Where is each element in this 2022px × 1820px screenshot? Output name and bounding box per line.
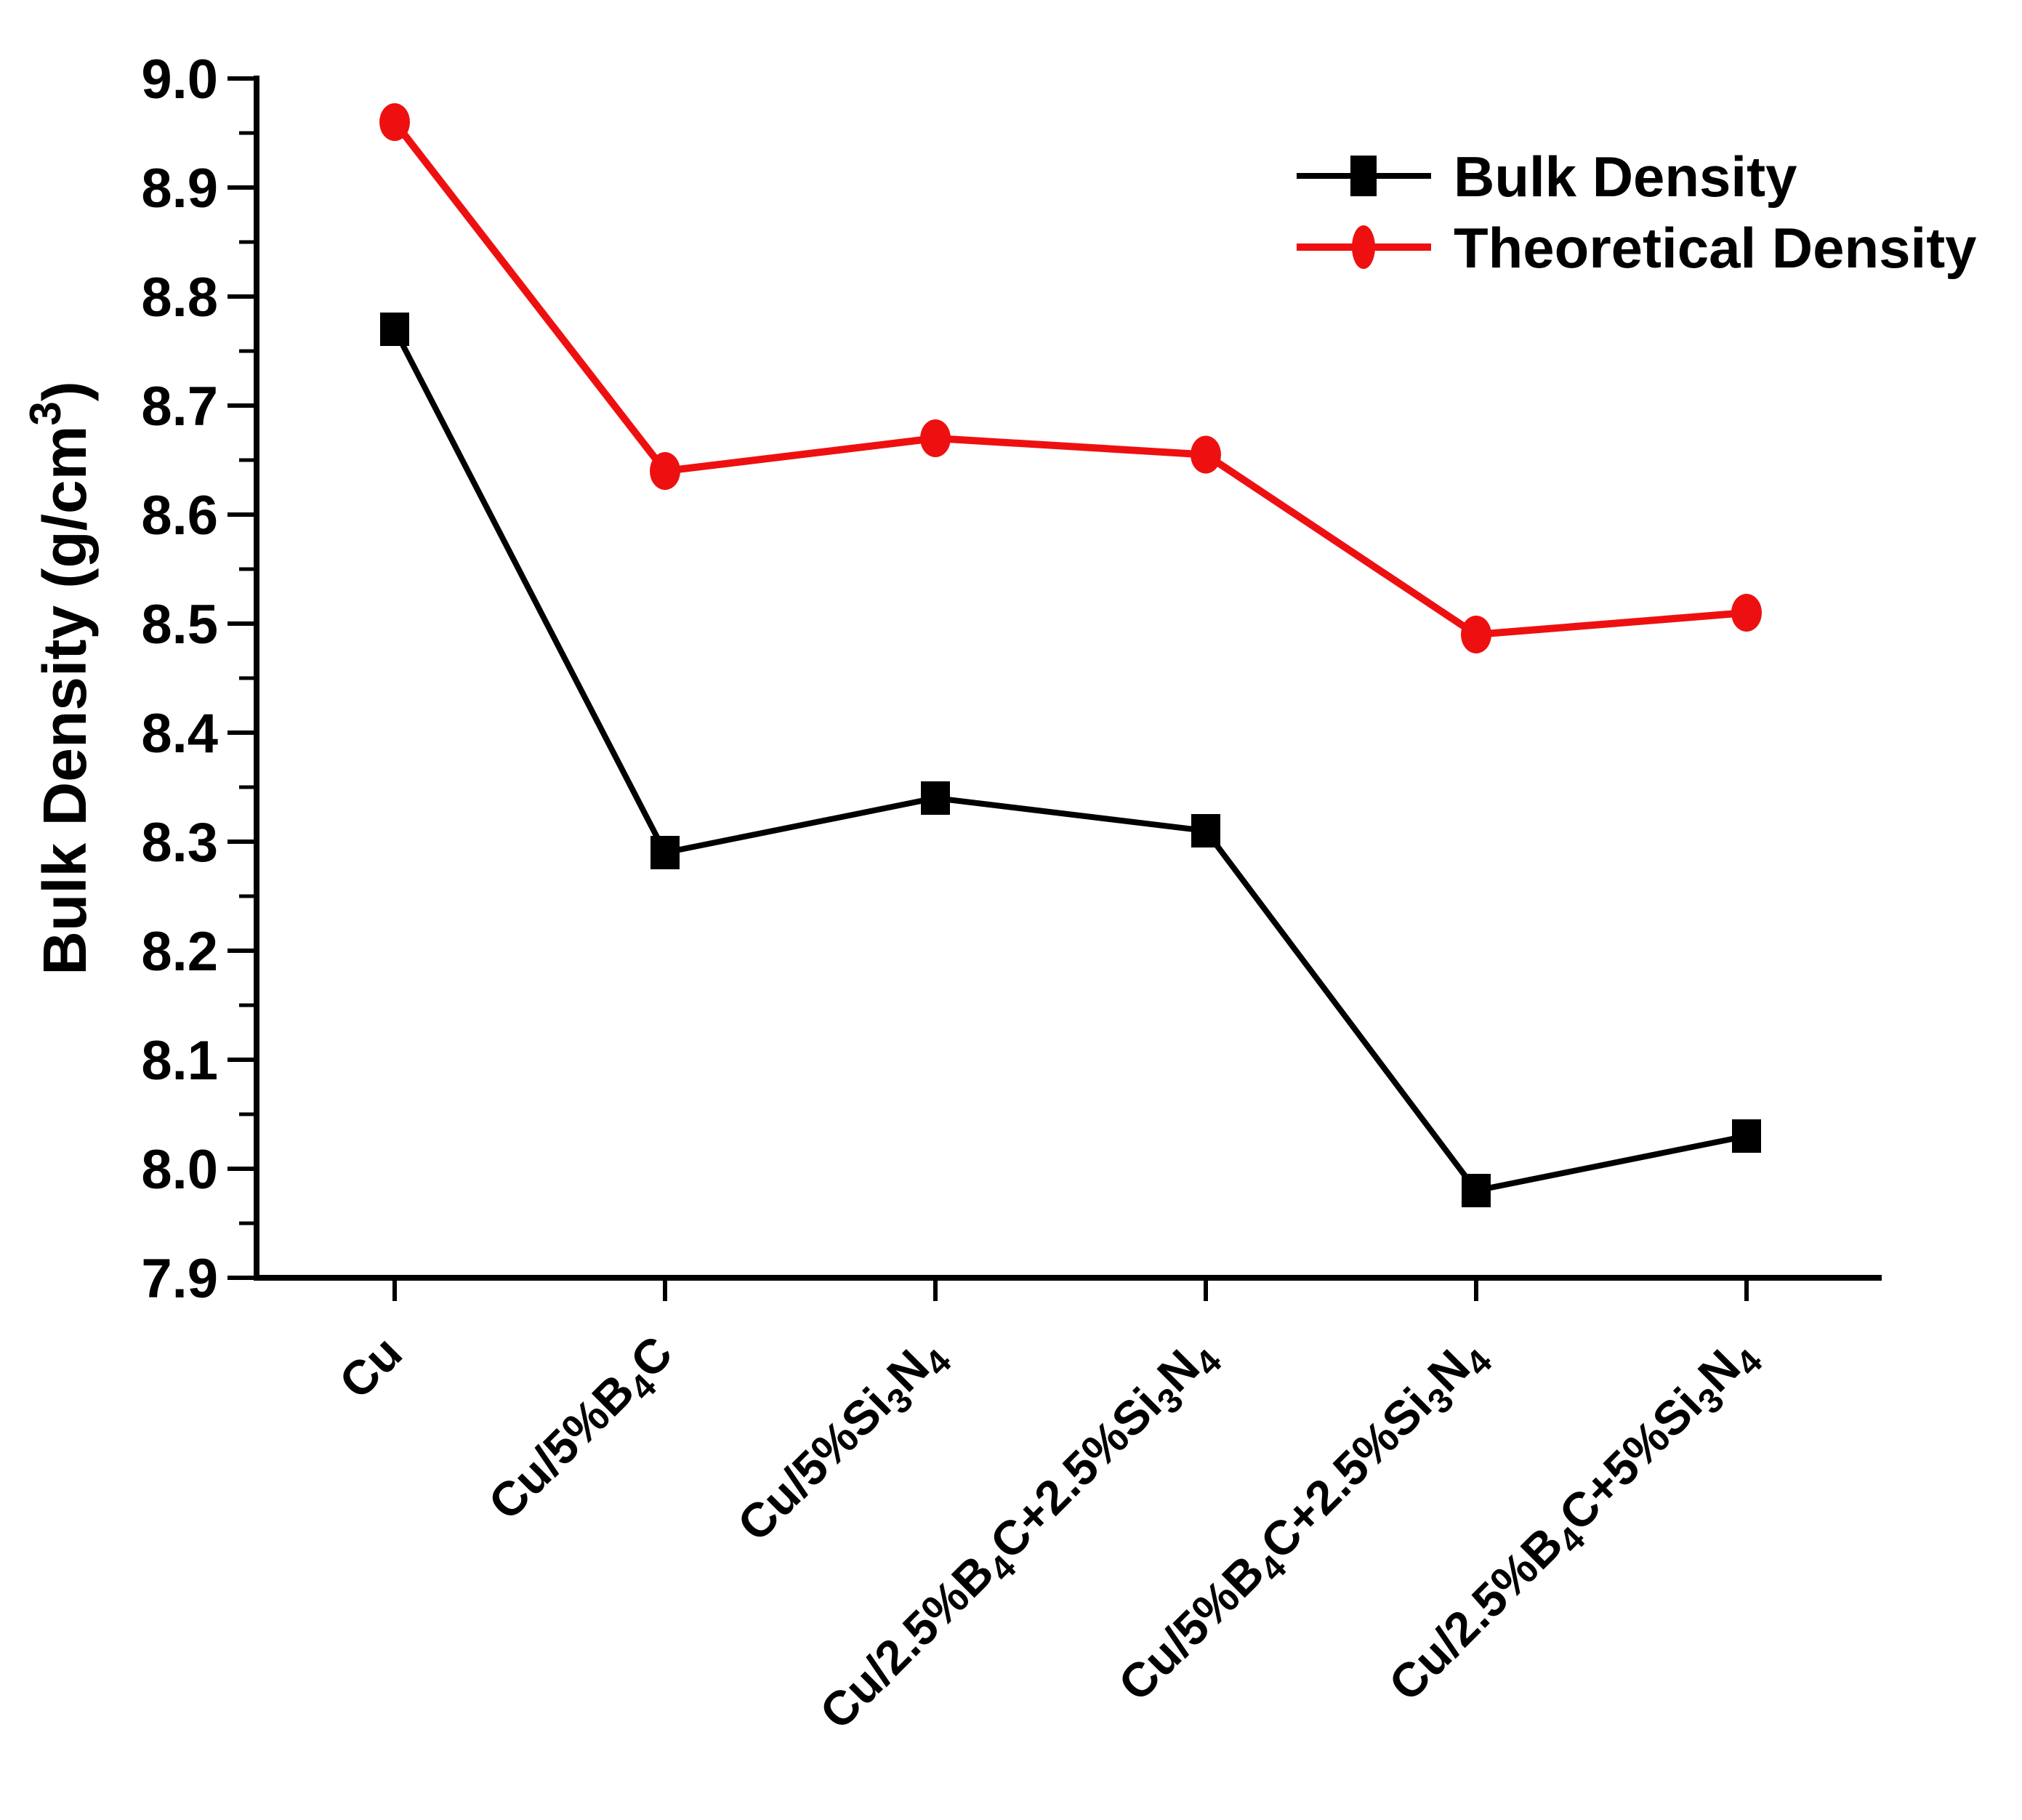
circle-marker: [379, 103, 410, 141]
square-marker: [1462, 1174, 1491, 1207]
square-marker: [1732, 1119, 1761, 1153]
y-tick-label: 8.0: [141, 1139, 218, 1201]
label-segment: Cu/5%B: [478, 1364, 645, 1530]
label-segment: ): [31, 381, 99, 401]
square-marker: [1191, 814, 1220, 847]
y-tick-label: 8.9: [141, 158, 218, 220]
label-segment: Cu/5%Si: [727, 1377, 901, 1551]
label-segment: C+5%Si: [1549, 1377, 1712, 1541]
bulk-density-series: [380, 313, 1761, 1207]
legend-item-bulk-density: Bulk Density: [1297, 145, 1797, 209]
circle-marker: [650, 452, 680, 490]
label-segment: Bulk Density (g/cm: [31, 426, 99, 975]
y-tick-label: 8.3: [141, 812, 218, 874]
x-tick-label: Cu: [329, 1326, 412, 1409]
y-tick-label: 7.9: [141, 1248, 218, 1310]
y-tick-label: 8.1: [141, 1030, 218, 1092]
y-tick-label: 8.4: [141, 703, 218, 765]
theoretical-density-line: [392, 119, 1747, 639]
y-tick-label: 9.0: [141, 49, 218, 110]
bulk-density-line: [392, 328, 1747, 1194]
y-tick-label: 8.7: [141, 376, 218, 438]
square-marker: [1350, 156, 1377, 196]
label-segment: Cu/5%B: [1108, 1545, 1274, 1711]
circle-marker: [920, 419, 951, 457]
square-marker: [921, 781, 950, 815]
y-tick-label: 8.6: [141, 485, 218, 547]
label-segment: C+2.5%Si: [1250, 1377, 1442, 1569]
legend-item-theoretical-density: Theoretical Density: [1297, 216, 1977, 280]
square-marker: [380, 313, 409, 346]
legend-label: Theoretical Density: [1454, 216, 1977, 280]
circle-marker: [1461, 616, 1491, 653]
legend-label: Bulk Density: [1454, 145, 1797, 209]
theoretical-density-series: [379, 103, 1762, 653]
circle-marker: [1731, 594, 1762, 632]
label-segment: Cu/2.5%B: [810, 1545, 1004, 1739]
y-tick-label: 8.5: [141, 594, 218, 656]
label-segment: C+2.5%Si: [980, 1377, 1172, 1569]
y-tick-label: 8.8: [141, 267, 218, 329]
label-segment: Cu/2.5%B: [1378, 1516, 1573, 1711]
y-axis-title: Bulk Density (g/cm3): [21, 381, 99, 975]
circle-marker: [1191, 435, 1221, 474]
x-tick-label: Cu/5%B4C: [478, 1326, 689, 1537]
legend: Bulk Density Theoretical Density: [1297, 145, 1977, 280]
x-tick-label: Cu/5%Si3N4: [727, 1325, 959, 1557]
label-segment: Cu: [329, 1326, 412, 1409]
square-marker: [650, 836, 680, 869]
y-tick-label: 8.2: [141, 921, 218, 983]
circle-marker: [1352, 225, 1375, 269]
label-superscript: 3: [21, 401, 70, 425]
